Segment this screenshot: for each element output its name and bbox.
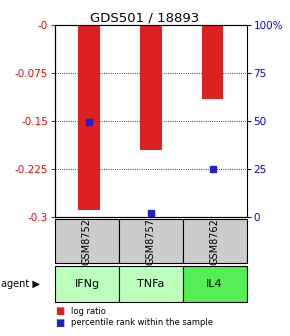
Text: ■: ■ bbox=[55, 306, 64, 317]
Text: GSM8762: GSM8762 bbox=[210, 218, 220, 264]
FancyBboxPatch shape bbox=[55, 266, 119, 302]
Text: TNFa: TNFa bbox=[137, 279, 164, 289]
Text: log ratio: log ratio bbox=[71, 307, 106, 316]
FancyBboxPatch shape bbox=[119, 266, 183, 302]
Text: GSM8752: GSM8752 bbox=[82, 218, 92, 264]
FancyBboxPatch shape bbox=[119, 219, 183, 263]
Bar bbox=[140, 25, 162, 150]
Text: agent ▶: agent ▶ bbox=[1, 279, 40, 289]
FancyBboxPatch shape bbox=[183, 219, 246, 263]
Bar bbox=[202, 25, 223, 99]
Text: percentile rank within the sample: percentile rank within the sample bbox=[71, 318, 213, 327]
Text: GDS501 / 18893: GDS501 / 18893 bbox=[90, 12, 200, 25]
Bar bbox=[78, 25, 100, 210]
FancyBboxPatch shape bbox=[183, 266, 246, 302]
Text: IL4: IL4 bbox=[206, 279, 223, 289]
Text: ■: ■ bbox=[55, 318, 64, 328]
Text: IFNg: IFNg bbox=[75, 279, 99, 289]
Text: GSM8757: GSM8757 bbox=[146, 218, 156, 264]
FancyBboxPatch shape bbox=[55, 219, 119, 263]
